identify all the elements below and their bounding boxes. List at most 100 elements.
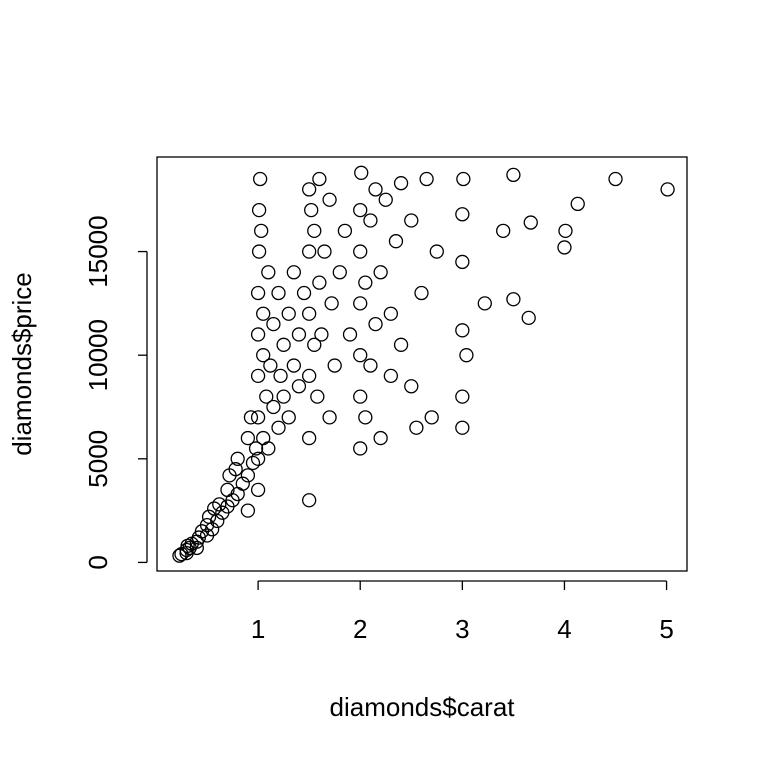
y-tick-label: 0	[83, 555, 113, 569]
point	[271, 285, 286, 301]
point	[404, 213, 419, 228]
point	[324, 296, 339, 311]
y-tick-label: 5000	[83, 430, 113, 488]
point	[256, 306, 271, 321]
point	[353, 202, 368, 218]
point	[291, 379, 307, 394]
point	[250, 285, 266, 301]
point	[250, 482, 266, 498]
point	[373, 430, 388, 446]
point	[310, 389, 325, 404]
point	[307, 223, 322, 238]
point	[251, 202, 267, 218]
point	[455, 254, 470, 270]
point	[455, 389, 470, 404]
point	[455, 420, 470, 435]
point	[393, 176, 409, 191]
point	[373, 265, 388, 280]
point	[240, 468, 256, 483]
point	[302, 182, 317, 197]
point	[312, 275, 327, 290]
point	[250, 410, 266, 425]
point	[477, 296, 492, 311]
point	[358, 410, 373, 425]
point	[557, 240, 572, 255]
point	[521, 310, 536, 326]
x-tick-label: 3	[455, 614, 469, 644]
point	[353, 348, 368, 363]
point	[327, 358, 342, 373]
point	[317, 244, 332, 259]
point	[322, 410, 337, 425]
point	[506, 167, 521, 183]
point	[302, 244, 317, 259]
x-tick-label: 1	[251, 614, 265, 644]
point	[378, 192, 393, 207]
point	[302, 368, 317, 384]
point	[459, 348, 474, 363]
point	[245, 455, 261, 471]
point	[228, 462, 243, 477]
point	[273, 368, 288, 384]
point	[393, 337, 409, 352]
point	[281, 410, 296, 425]
x-tick-label: 2	[353, 614, 367, 644]
point	[353, 244, 368, 259]
point	[302, 430, 317, 446]
point	[456, 171, 471, 187]
point	[252, 171, 268, 187]
y-tick-label: 15000	[83, 215, 113, 287]
point	[261, 441, 276, 456]
point	[383, 368, 399, 384]
point	[358, 275, 373, 290]
x-tick-label: 5	[659, 614, 673, 644]
point	[210, 513, 225, 529]
point	[302, 493, 317, 508]
point	[558, 223, 573, 238]
point	[455, 323, 470, 338]
point	[570, 196, 585, 212]
point	[429, 244, 444, 259]
point	[304, 202, 319, 218]
point	[353, 441, 368, 456]
point	[266, 399, 281, 415]
point	[212, 497, 227, 512]
point	[660, 182, 675, 197]
point	[337, 223, 353, 238]
point	[342, 327, 358, 342]
point	[314, 327, 329, 342]
point	[383, 306, 399, 321]
point	[496, 223, 511, 238]
point	[409, 420, 424, 435]
point	[271, 420, 286, 435]
point	[261, 265, 276, 280]
point	[172, 548, 187, 563]
point	[332, 265, 347, 280]
point	[204, 522, 220, 537]
point	[250, 368, 266, 384]
point	[240, 430, 256, 446]
point	[455, 207, 470, 222]
point	[368, 316, 383, 332]
point	[276, 389, 291, 404]
point	[608, 171, 623, 187]
point	[363, 213, 378, 228]
point	[506, 292, 521, 307]
point	[296, 285, 312, 301]
point	[256, 430, 271, 446]
point	[259, 389, 274, 404]
point	[199, 517, 215, 533]
point	[243, 410, 259, 425]
point	[235, 476, 250, 491]
point	[281, 306, 296, 321]
point	[251, 244, 267, 259]
point	[302, 306, 317, 321]
point	[354, 165, 369, 180]
point	[230, 451, 245, 466]
y-tick-label: 10000	[83, 319, 113, 391]
point	[263, 358, 278, 373]
plot-frame	[156, 156, 688, 572]
point	[419, 171, 434, 187]
point	[254, 223, 269, 238]
point	[414, 285, 429, 301]
